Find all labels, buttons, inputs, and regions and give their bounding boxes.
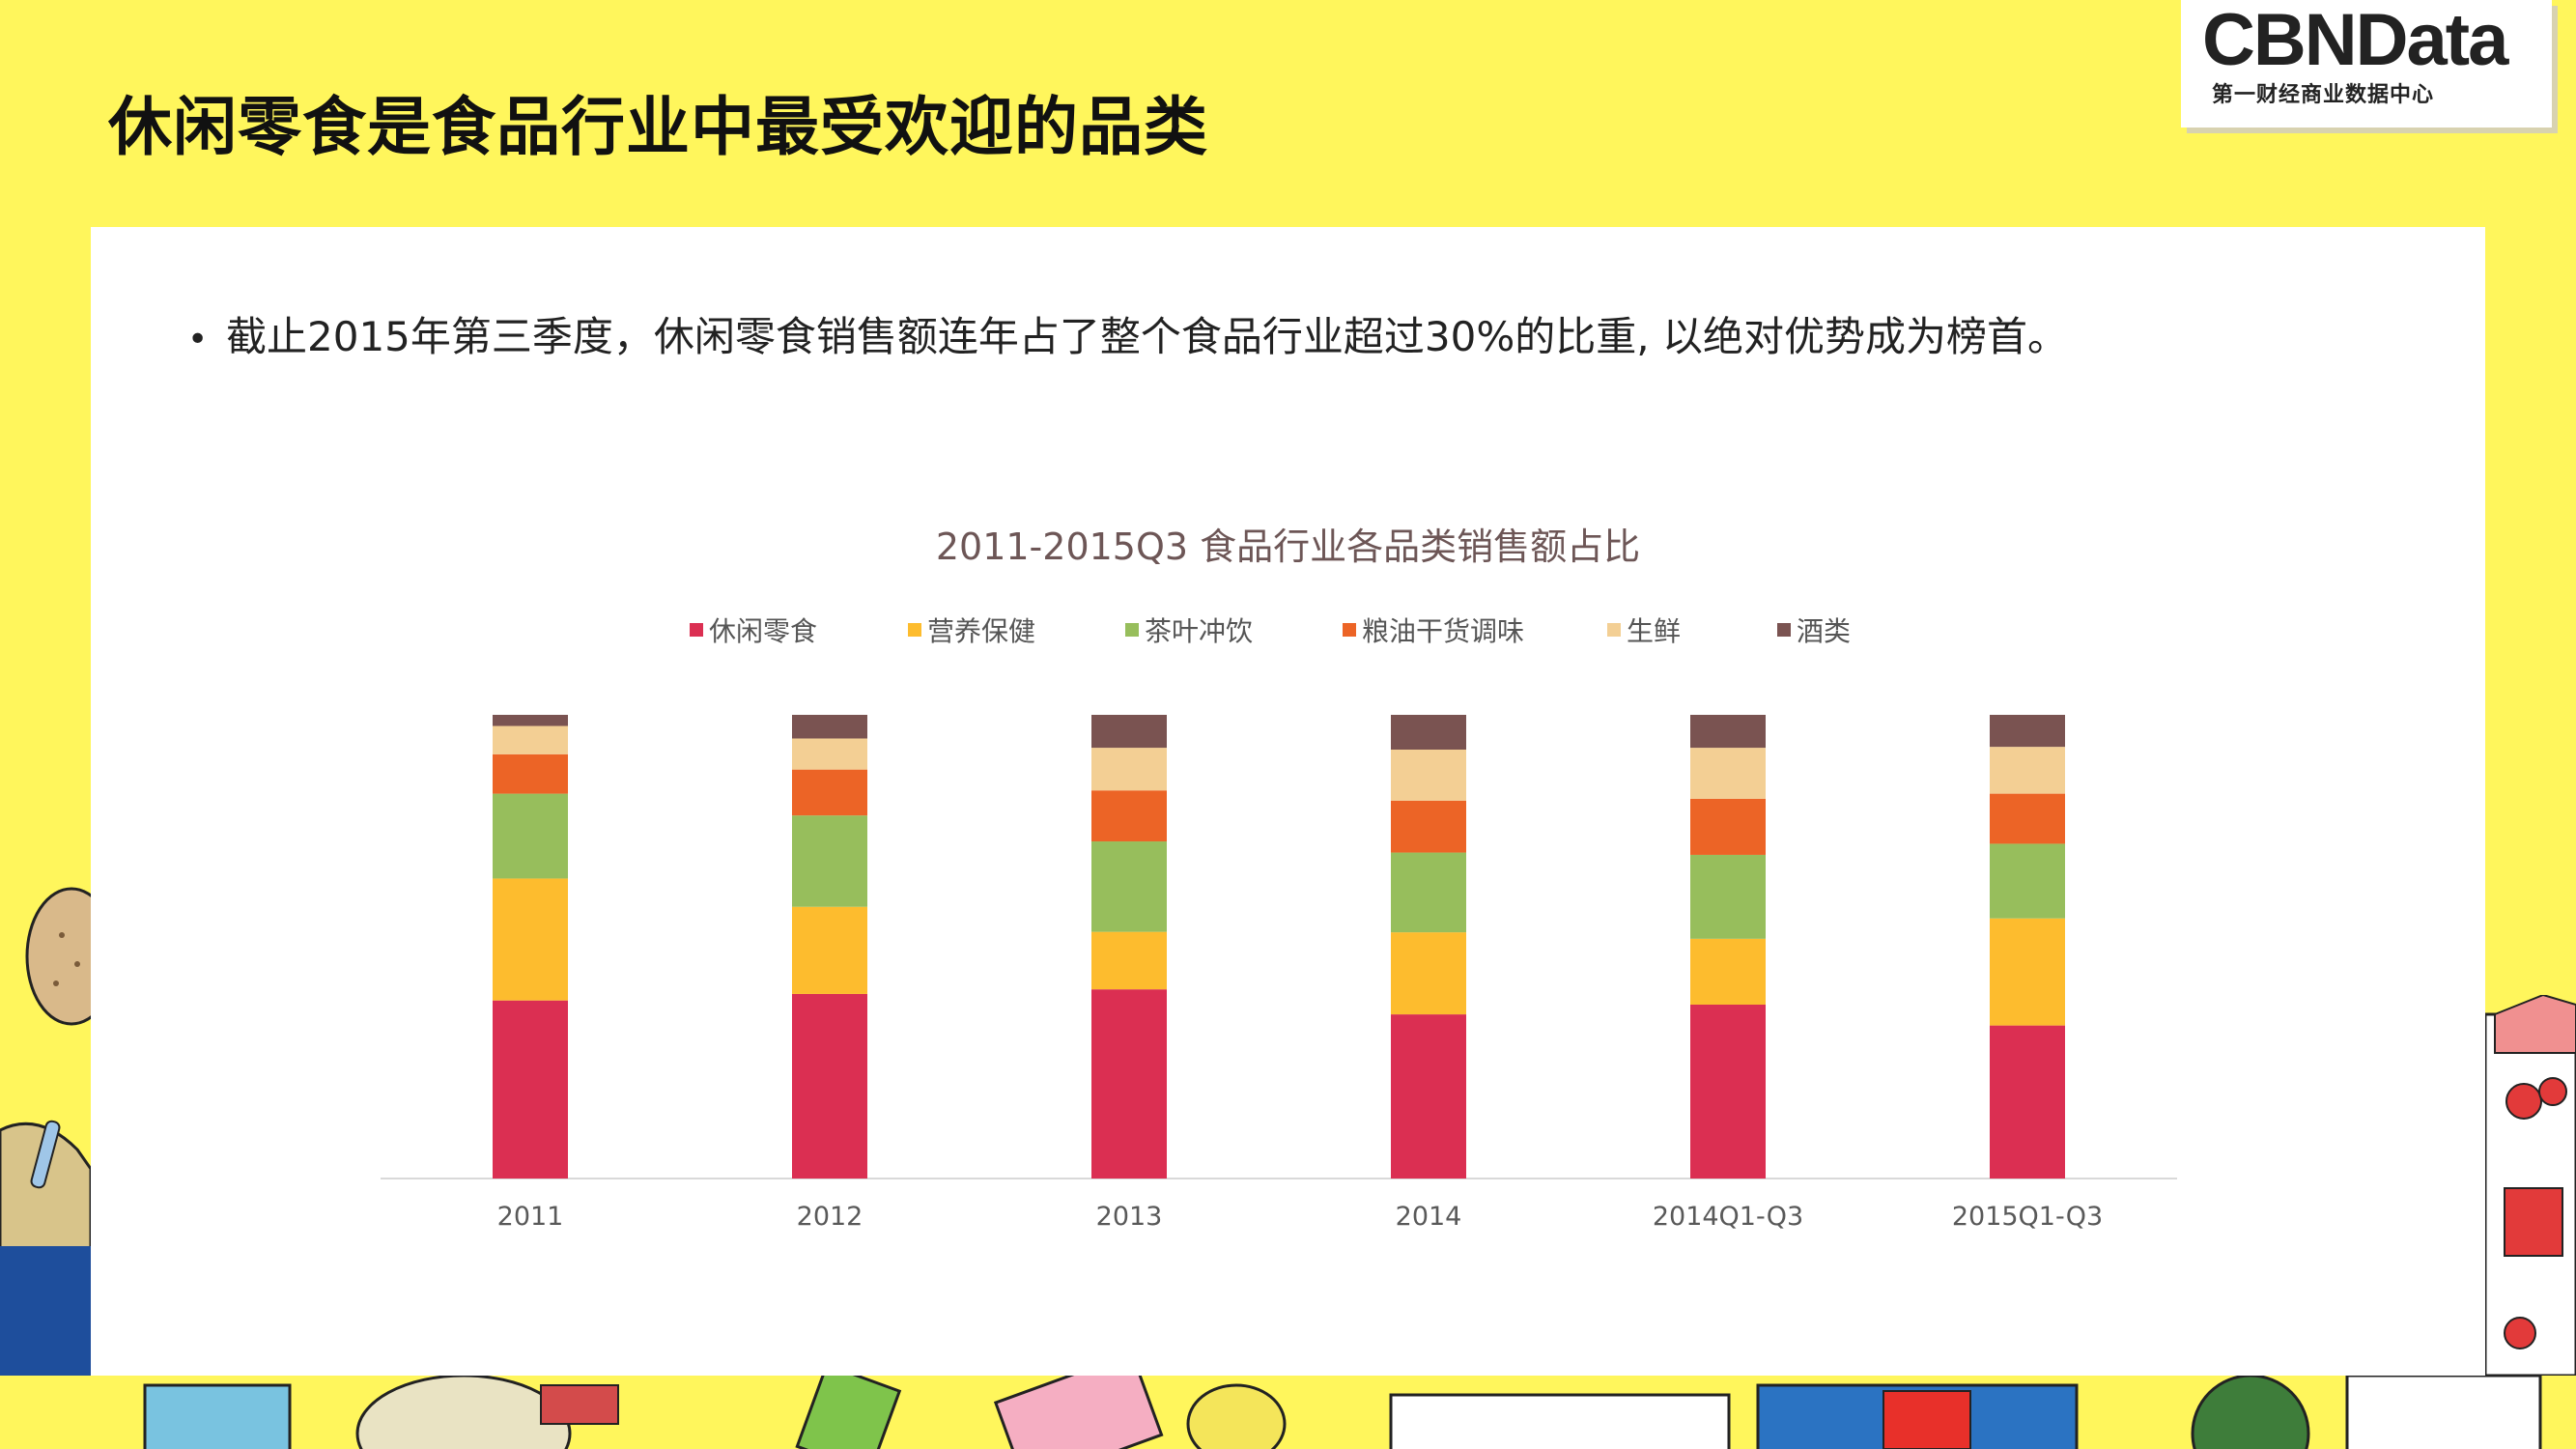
bar-segment bbox=[493, 725, 568, 754]
x-tick-label: 2012 bbox=[797, 1202, 863, 1232]
bar-segment bbox=[792, 738, 867, 770]
legend-item-4: 生鲜 bbox=[1607, 611, 1681, 649]
bar-segment bbox=[1091, 790, 1167, 842]
bar-segment bbox=[1690, 854, 1766, 939]
bar-segment bbox=[792, 993, 867, 1179]
bar-segment bbox=[1391, 932, 1466, 1015]
bar-segment bbox=[493, 878, 568, 1001]
legend-item-1: 营养保健 bbox=[908, 611, 1035, 649]
legend-swatch-4 bbox=[1607, 623, 1621, 637]
bar-segment bbox=[1391, 715, 1466, 750]
summary-text: 截止2015年第三季度，休闲零食销售额连年占了整个食品行业超过30%的比重, 以… bbox=[226, 313, 2068, 360]
legend-item-5: 酒类 bbox=[1777, 611, 1851, 649]
chart-title: 2011-2015Q3 食品行业各品类销售额占比 bbox=[935, 526, 1641, 568]
x-tick-label: 2015Q1-Q3 bbox=[1952, 1202, 2103, 1232]
bar-segment bbox=[1690, 798, 1766, 855]
bullet-marker: • bbox=[187, 320, 209, 359]
legend-swatch-2 bbox=[1125, 623, 1139, 637]
bar-segment bbox=[1690, 1005, 1766, 1179]
bar-segment bbox=[1990, 793, 2065, 844]
cookie-illustration bbox=[14, 887, 118, 1036]
x-tick-label: 2014Q1-Q3 bbox=[1653, 1202, 1803, 1232]
bar-segment bbox=[1690, 748, 1766, 799]
bar-segment bbox=[792, 815, 867, 907]
logo-text: CBNData bbox=[2202, 0, 2508, 81]
ice-cream-illustration bbox=[0, 1111, 93, 1379]
bar-segment bbox=[1391, 1014, 1466, 1179]
bar-segment bbox=[792, 769, 867, 816]
bar-segment bbox=[493, 715, 568, 726]
snack-illustration-strip bbox=[0, 1376, 2576, 1449]
cbndata-logo: CBNData 第一财经商业数据中心 bbox=[2181, 0, 2552, 128]
bar-segment bbox=[1091, 931, 1167, 990]
bar-segment bbox=[1091, 989, 1167, 1179]
bar-segment bbox=[1690, 715, 1766, 749]
x-tick-label: 2011 bbox=[497, 1202, 564, 1232]
legend-label-0: 休闲零食 bbox=[709, 615, 818, 647]
bar-segment bbox=[1391, 800, 1466, 853]
legend-label-3: 粮油干货调味 bbox=[1362, 615, 1525, 647]
legend-item-2: 茶叶冲饮 bbox=[1125, 611, 1253, 649]
bar-segment bbox=[493, 1000, 568, 1179]
legend-label-2: 茶叶冲饮 bbox=[1145, 615, 1254, 647]
bar-segment bbox=[1391, 852, 1466, 933]
bar-segment bbox=[1091, 748, 1167, 791]
bar-segment bbox=[1990, 747, 2065, 794]
x-tick-label: 2014 bbox=[1396, 1202, 1462, 1232]
bar-segment bbox=[1091, 715, 1167, 749]
bar-segment bbox=[792, 715, 867, 739]
bar-segment bbox=[1391, 750, 1466, 801]
legend-swatch-5 bbox=[1777, 623, 1791, 637]
stacked-bar-chart: 2011 2012 2013 2014 2014Q1-Q3 2015Q1-Q3 bbox=[381, 715, 2177, 1232]
legend-swatch-3 bbox=[1343, 623, 1356, 637]
bar-segment bbox=[1690, 938, 1766, 1005]
legend-label-1: 营养保健 bbox=[927, 615, 1036, 647]
legend-swatch-0 bbox=[690, 623, 703, 637]
content-card: • 截止2015年第三季度，休闲零食销售额连年占了整个食品行业超过30%的比重, … bbox=[91, 227, 2485, 1376]
bar-segment bbox=[1990, 918, 2065, 1026]
bar-segment bbox=[1990, 843, 2065, 919]
x-tick-label: 2013 bbox=[1096, 1202, 1163, 1232]
legend-label-4: 生鲜 bbox=[1627, 615, 1682, 647]
legend-item-3: 粮油干货调味 bbox=[1343, 611, 1524, 649]
bar-segment bbox=[493, 793, 568, 879]
summary-bullet: • 截止2015年第三季度，休闲零食销售额连年占了整个食品行业超过30%的比重, … bbox=[187, 304, 2409, 363]
logo-subtitle: 第一财经商业数据中心 bbox=[2212, 83, 2435, 107]
bar-segment bbox=[1091, 841, 1167, 932]
legend-swatch-1 bbox=[908, 623, 921, 637]
legend-item-0: 休闲零食 bbox=[690, 611, 817, 649]
bar-segment bbox=[1990, 1025, 2065, 1179]
page-title: 休闲零食是食品行业中最受欢迎的品类 bbox=[108, 90, 1208, 164]
legend-label-5: 酒类 bbox=[1797, 615, 1852, 647]
bar-segment bbox=[1990, 715, 2065, 748]
bar-segment bbox=[493, 753, 568, 794]
bar-segment bbox=[792, 906, 867, 994]
snack-box-illustration bbox=[2483, 993, 2576, 1379]
